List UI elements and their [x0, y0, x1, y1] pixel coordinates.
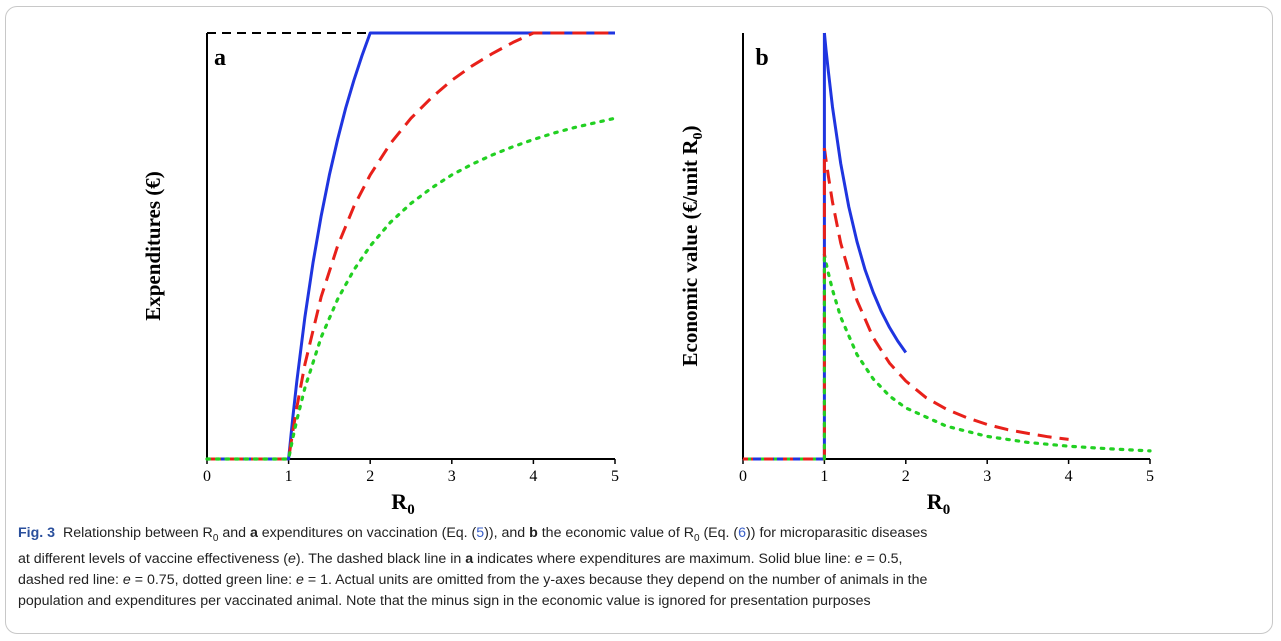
caption-segment: b [529, 525, 538, 541]
x-axis-label-sub: 0 [943, 502, 951, 518]
x-tick-label: 3 [983, 468, 991, 485]
series-line-green [205, 116, 617, 461]
y-axis-label-main: Economic value (€/unit R [678, 139, 702, 367]
x-tick-label: 3 [448, 468, 456, 485]
caption-segment: e [296, 571, 304, 588]
y-axis-label: Economic value (€/unit R0) [678, 126, 706, 367]
y-axis-label: Expenditures (€) [141, 171, 165, 321]
series-line-blue [207, 31, 615, 461]
caption-segment: 0 [212, 532, 219, 544]
series-line-green [822, 252, 1152, 453]
y-axis-label-main: Expenditures (€) [141, 171, 165, 321]
series-line-blue [822, 32, 908, 354]
caption-segment: )) for microparasitic diseases [746, 525, 928, 541]
caption-segment: a [249, 525, 258, 541]
panel-letter: a [214, 45, 226, 71]
x-tick-label: 4 [529, 468, 537, 485]
series-line-red [822, 147, 1069, 441]
y-axis-label-sub: 0 [691, 133, 706, 140]
caption-segment: a [465, 550, 474, 567]
caption-segment: Relationship between R [62, 525, 213, 541]
caption-segment: e [854, 550, 863, 567]
caption-segment: expenditures on vaccination (Eq. ( [257, 525, 477, 541]
caption-segment: = 1. Actual units are omitted from the y… [303, 571, 928, 588]
x-axis-label-main: R [391, 489, 408, 514]
x-tick-label: 1 [285, 468, 293, 485]
figure-frame [5, 6, 1273, 634]
x-axis-label-sub: 0 [407, 502, 415, 518]
caption-segment: at different levels of vaccine effective… [18, 550, 288, 567]
y-axis-label-close: ) [678, 126, 702, 133]
caption-segment: ). The dashed black line in [295, 550, 466, 567]
x-tick-label: 0 [739, 468, 747, 485]
x-axis-label-main: R [927, 489, 944, 514]
x-tick-label: 4 [1065, 468, 1073, 485]
x-axis-label: R0 [391, 489, 414, 518]
caption-segment: 0 [693, 532, 700, 544]
caption-segment: = 0.5, [862, 550, 903, 567]
x-tick-label: 2 [366, 468, 374, 485]
caption-segment: population and expenditures per vaccinat… [18, 592, 871, 609]
caption-segment: (Eq. ( [699, 525, 739, 541]
caption-segment: the economic value of R [537, 525, 694, 541]
x-axis-label: R0 [927, 489, 950, 518]
x-tick-label: 2 [902, 468, 910, 485]
x-tick-label: 5 [611, 468, 619, 485]
caption-segment: indicates where expenditures are maximum… [473, 550, 855, 567]
equation-link[interactable]: 5 [476, 525, 485, 541]
figure-label: Fig. 3 [18, 525, 56, 541]
x-tick-label: 5 [1146, 468, 1154, 485]
caption-segment: )), and [484, 525, 530, 541]
caption-segment: dashed red line: [18, 571, 123, 588]
x-tick-label: 1 [820, 468, 828, 485]
caption-segment: = 0.75, dotted green line: [130, 571, 297, 588]
panel-letter: b [755, 45, 768, 71]
x-tick-label: 0 [203, 468, 211, 485]
series-line-red [207, 31, 615, 461]
equation-link[interactable]: 6 [738, 525, 747, 541]
figure-caption: Fig. 3 Relationship between R0 and a exp… [18, 523, 1263, 612]
caption-segment: and [218, 525, 250, 541]
caption-segment: e [287, 550, 296, 567]
caption-segment: e [122, 571, 131, 588]
caption-text: Relationship between R0 and a expenditur… [18, 525, 927, 609]
